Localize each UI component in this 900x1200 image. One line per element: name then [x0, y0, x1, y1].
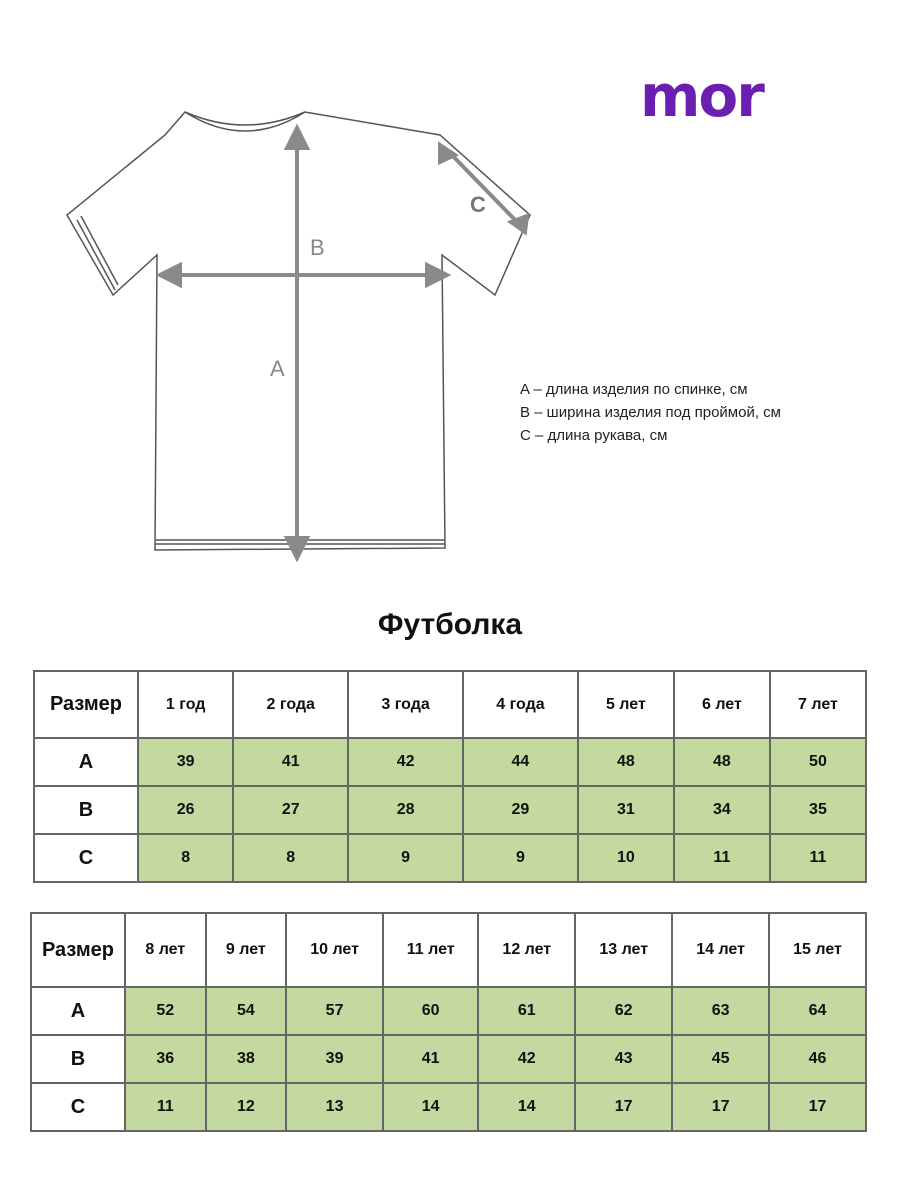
age-header: 15 лет: [768, 912, 867, 988]
size-table-2: Размер 8 лет 9 лет 10 лет 11 лет 12 лет 13 лет…: [30, 912, 867, 1132]
size-table-1: Размер 1 год 2 года 3 года 4 года 5 лет 6 лет 7…: [33, 670, 868, 883]
value-cell: 28: [347, 785, 465, 835]
value-cell: 9: [347, 833, 465, 883]
value-cell: 29: [462, 785, 579, 835]
value-cell: 17: [671, 1082, 771, 1132]
age-header: 6 лет: [672, 670, 771, 739]
age-header: 5 лет: [576, 670, 675, 739]
value-cell: 14: [382, 1082, 480, 1132]
value-cell: 34: [672, 785, 771, 835]
value-cell: 41: [382, 1034, 480, 1084]
legend-b: B – ширина изделия под проймой, см: [520, 404, 781, 421]
row-label: A: [30, 986, 126, 1036]
value-cell: 26: [136, 785, 235, 835]
table-row: B 26 27 28 29 31 34 35: [33, 785, 868, 835]
row-label: A: [33, 737, 139, 787]
value-cell: 43: [574, 1034, 674, 1084]
value-cell: 12: [204, 1082, 288, 1132]
value-cell: 17: [574, 1082, 674, 1132]
value-cell: 8: [136, 833, 235, 883]
value-cell: 61: [477, 986, 577, 1036]
table-row: B 36 38 39 41 42 43 45 46: [30, 1034, 867, 1084]
value-cell: 38: [204, 1034, 288, 1084]
age-header: 7 лет: [768, 670, 868, 739]
value-cell: 9: [462, 833, 579, 883]
table-row: C 11 12 13 14 14 17 17 17: [30, 1082, 867, 1132]
legend-a: A – длина изделия по спинке, см: [520, 381, 748, 398]
table-row: A 52 54 57 60 61 62 63 64: [30, 986, 867, 1036]
value-cell: 11: [124, 1082, 207, 1132]
value-cell: 13: [285, 1082, 385, 1132]
label-c: C: [470, 192, 486, 217]
label-a: A: [270, 356, 285, 381]
age-header: 10 лет: [285, 912, 385, 988]
age-header: 9 лет: [204, 912, 288, 988]
value-cell: 42: [477, 1034, 577, 1084]
age-header: 3 года: [347, 670, 465, 739]
brand-logo: mor: [640, 62, 765, 130]
age-header: 13 лет: [574, 912, 674, 988]
value-cell: 10: [576, 833, 675, 883]
label-b: B: [310, 235, 325, 260]
age-header: 11 лет: [382, 912, 480, 988]
size-header: Размер: [30, 912, 126, 988]
age-header: 2 года: [232, 670, 350, 739]
age-header: 4 года: [462, 670, 579, 739]
arrow-c: [445, 148, 522, 227]
value-cell: 62: [574, 986, 674, 1036]
age-header: 14 лет: [671, 912, 771, 988]
value-cell: 11: [672, 833, 771, 883]
value-cell: 42: [347, 737, 465, 787]
value-cell: 57: [285, 986, 385, 1036]
value-cell: 41: [232, 737, 350, 787]
age-header: 12 лет: [477, 912, 577, 988]
value-cell: 45: [671, 1034, 771, 1084]
measurement-legend: A – длина изделия по спинке, см B – шири…: [520, 378, 781, 447]
legend-c: C – длина рукава, см: [520, 427, 668, 444]
value-cell: 52: [124, 986, 207, 1036]
value-cell: 35: [768, 785, 868, 835]
value-cell: 44: [462, 737, 579, 787]
value-cell: 27: [232, 785, 350, 835]
value-cell: 31: [576, 785, 675, 835]
product-title: Футболка: [377, 608, 523, 641]
value-cell: 60: [382, 986, 480, 1036]
value-cell: 48: [576, 737, 675, 787]
value-cell: 54: [204, 986, 288, 1036]
row-label: B: [33, 785, 139, 835]
tshirt-diagram: B A C: [66, 111, 531, 563]
value-cell: 64: [768, 986, 867, 1036]
value-cell: 14: [477, 1082, 577, 1132]
value-cell: 39: [285, 1034, 385, 1084]
value-cell: 11: [768, 833, 868, 883]
shirt-outline: [66, 111, 531, 551]
row-label: C: [33, 833, 139, 883]
value-cell: 63: [671, 986, 771, 1036]
table-row: C 8 8 9 9 10 11 11: [33, 833, 868, 883]
size-header: Размер: [33, 670, 139, 739]
value-cell: 8: [232, 833, 350, 883]
age-header: 8 лет: [124, 912, 207, 988]
value-cell: 46: [768, 1034, 867, 1084]
value-cell: 48: [672, 737, 771, 787]
value-cell: 39: [136, 737, 235, 787]
row-label: C: [30, 1082, 126, 1132]
value-cell: 50: [768, 737, 868, 787]
row-label: B: [30, 1034, 126, 1084]
age-header: 1 год: [136, 670, 235, 739]
table-row: A 39 41 42 44 48 48 50: [33, 737, 868, 787]
value-cell: 17: [768, 1082, 867, 1132]
value-cell: 36: [124, 1034, 207, 1084]
